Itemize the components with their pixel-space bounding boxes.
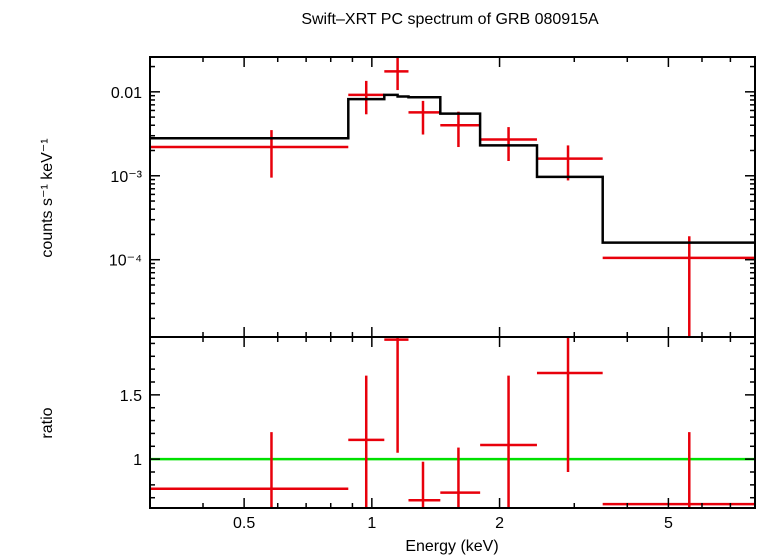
spectrum-data-point-3 xyxy=(384,57,409,91)
ratio-y-tick-label: 1.5 xyxy=(120,388,142,405)
spectrum-y-tick-label: 10⁻⁴ xyxy=(109,253,142,270)
ratio-data-point-6 xyxy=(480,375,537,508)
spectrum-y-tick-label: 10⁻³ xyxy=(110,169,142,186)
x-axis-label: Energy (keV) xyxy=(405,538,498,555)
spectrum-y-tick-label: 0.01 xyxy=(111,85,142,102)
chart-title: Swift–XRT PC spectrum of GRB 080915A xyxy=(301,11,599,28)
ratio-data-point-3 xyxy=(384,337,409,453)
spectrum-data-point-7 xyxy=(536,145,603,181)
spectrum-y-axis-label: counts s⁻¹ keV⁻¹ xyxy=(39,138,56,257)
x-tick-label: 1 xyxy=(367,515,376,532)
spectrum-data-point-6 xyxy=(480,127,537,161)
spectrum-data-point-8 xyxy=(602,236,755,337)
x-tick-label: 2 xyxy=(495,515,504,532)
spectrum-data-point-5 xyxy=(440,111,481,148)
ratio-frame xyxy=(149,336,756,509)
ratio-data-point-2 xyxy=(348,375,385,508)
ratio-data-point-7 xyxy=(536,337,603,472)
spectrum-data-point-2 xyxy=(348,80,385,115)
ratio-data-point-1 xyxy=(150,432,349,508)
ratio-data-point-4 xyxy=(408,461,441,508)
spectrum-frame xyxy=(149,56,756,338)
x-tick-label: 0.5 xyxy=(233,515,255,532)
x-axis-ticks: 0.5 1 2 5 xyxy=(233,515,673,532)
ratio-data-point-8 xyxy=(602,432,755,508)
x-tick-label: 5 xyxy=(664,515,673,532)
ratio-data-point-5 xyxy=(440,447,481,508)
spectrum-model-step-line xyxy=(150,93,755,244)
spectrum-data-point-4 xyxy=(408,100,441,135)
ratio-panel: 11.5 xyxy=(120,336,756,509)
ratio-y-axis-label: ratio xyxy=(39,407,56,438)
ratio-y-tick-label: 1 xyxy=(133,452,142,469)
spectrum-panel: 0.01 10⁻³ 10⁻⁴ xyxy=(109,56,756,338)
